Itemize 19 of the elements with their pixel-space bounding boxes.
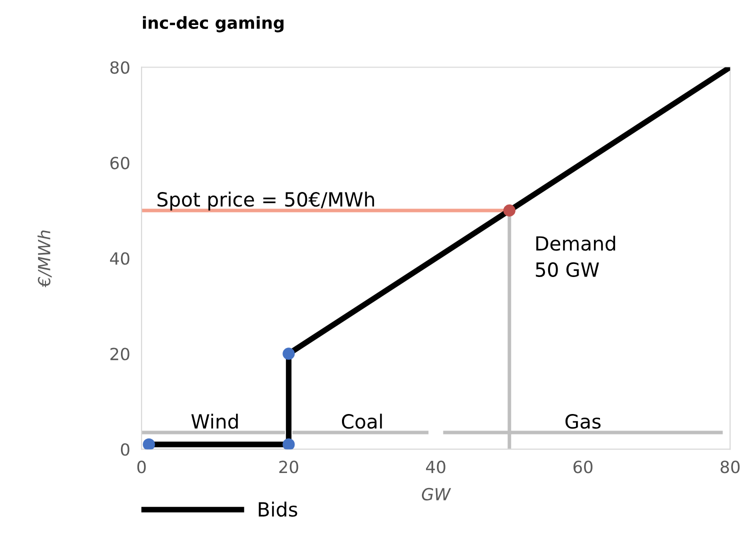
x-tick-label: 20 bbox=[279, 460, 298, 474]
annotation: Coal bbox=[342, 414, 382, 429]
annotation: Gas bbox=[565, 414, 601, 429]
x-tick-label: 60 bbox=[574, 460, 592, 474]
x-tick-label: 0 bbox=[137, 460, 146, 474]
y-tick-label: 0 bbox=[120, 443, 130, 456]
y-tick-label: 20 bbox=[110, 348, 130, 360]
y-tick-label: 80 bbox=[110, 61, 130, 74]
annotation: Spot price = 50€/MWh bbox=[158, 192, 374, 210]
y-tick-label: 40 bbox=[110, 252, 130, 265]
annotation: Wind bbox=[191, 414, 238, 429]
y-tick-label: 60 bbox=[110, 156, 130, 170]
x-axis-title: GW bbox=[422, 488, 452, 500]
x-tick-label: 40 bbox=[426, 460, 446, 474]
legend-label: Bids bbox=[258, 502, 298, 517]
chart-title: inc-dec gaming bbox=[142, 16, 284, 32]
y-axis-title: €/MWh bbox=[38, 230, 52, 288]
x-tick-label: 80 bbox=[720, 460, 740, 474]
annotation: Demand 50 GW bbox=[536, 236, 616, 277]
